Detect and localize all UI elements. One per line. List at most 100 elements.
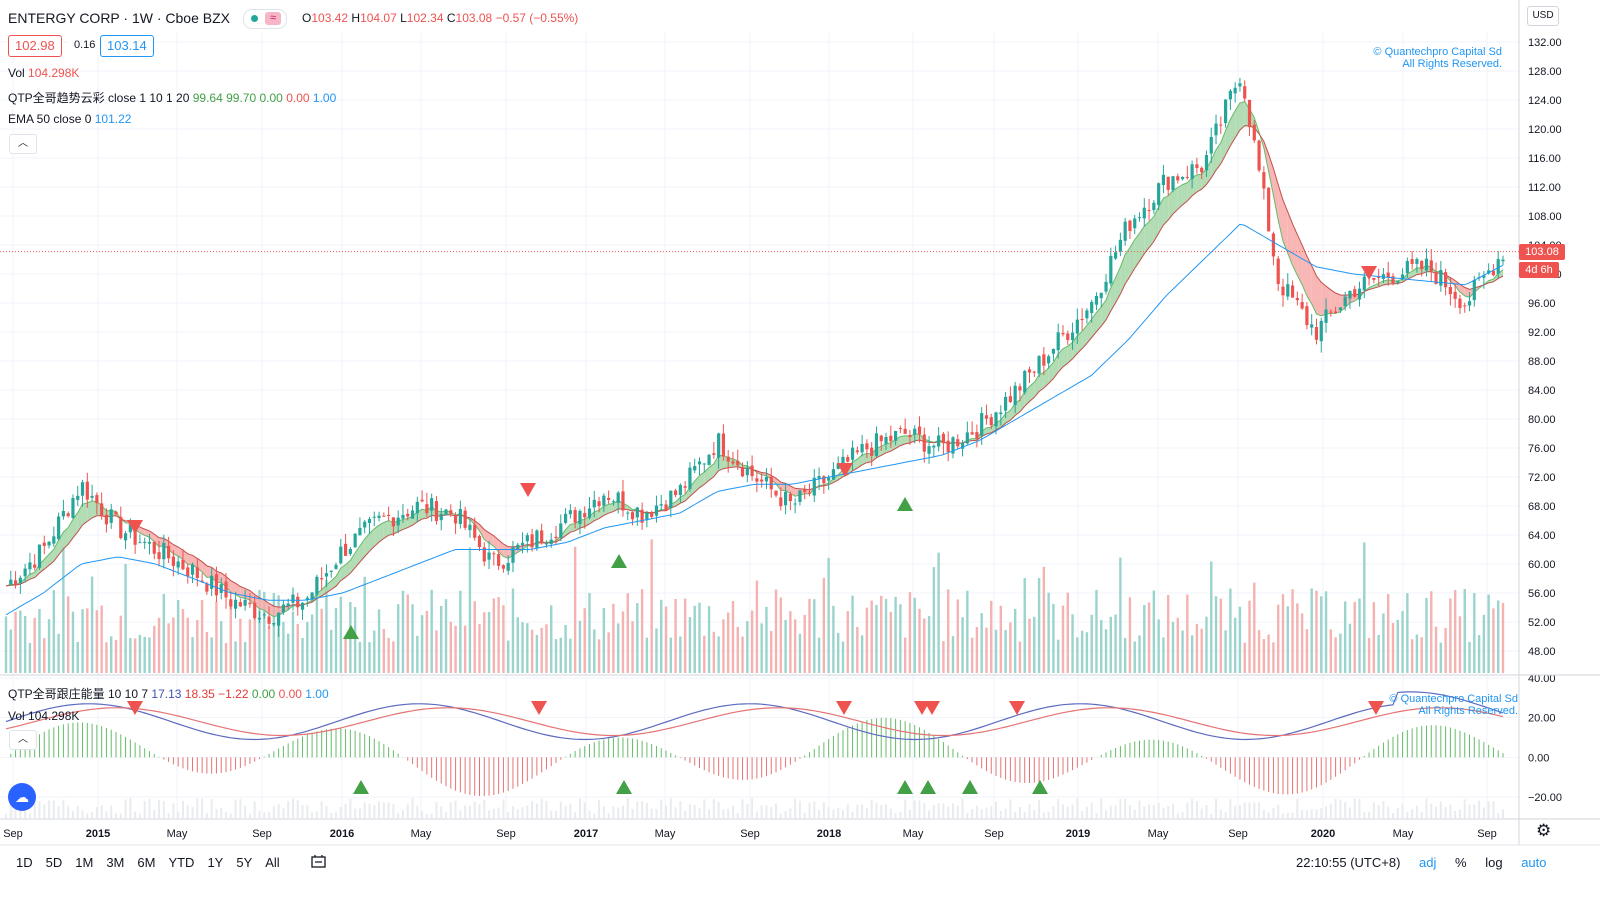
volume-bar: [353, 607, 357, 673]
volume-bar: [1080, 630, 1084, 673]
collapse-osc-legend-button[interactable]: ︿: [9, 730, 37, 750]
collapse-legend-button[interactable]: ︿: [9, 134, 37, 154]
volume-bar: [640, 589, 644, 673]
osc-volume-bar: [1085, 806, 1088, 818]
cloud-segment: [407, 516, 413, 528]
osc-volume-bar: [1444, 806, 1447, 818]
volume-bar: [267, 626, 271, 673]
tradingview-logo-icon[interactable]: ☁: [8, 783, 36, 811]
cloud-segment: [1158, 198, 1164, 234]
date-range-icon[interactable]: [310, 853, 328, 871]
candle-body: [669, 490, 673, 508]
candle-body: [630, 512, 635, 520]
volume-bar: [1061, 605, 1065, 673]
osc-volume-bar: [1325, 806, 1328, 818]
osc-volume-bar: [569, 803, 572, 818]
volume-bar: [1123, 638, 1127, 673]
timeframe-1d[interactable]: 1D: [16, 855, 33, 870]
percent-toggle[interactable]: %: [1455, 855, 1467, 870]
osc-volume-bar: [1143, 806, 1146, 818]
osc-volume-bar: [1171, 803, 1174, 818]
osc-volume-bar: [134, 811, 137, 818]
legend-ema[interactable]: EMA 50 close 0 101.22: [8, 112, 132, 126]
symbol-title[interactable]: ENTERGY CORP · 1W · Cboe BZX: [8, 10, 230, 26]
timeframe-1m[interactable]: 1M: [75, 855, 94, 870]
volume-bar: [444, 599, 448, 673]
cloud-segment: [914, 434, 920, 441]
candle-body: [540, 530, 544, 544]
volume-bar: [1233, 617, 1237, 673]
candle-body: [1219, 124, 1223, 126]
timeframe-6m[interactable]: 6M: [137, 855, 156, 870]
legend-volume[interactable]: Vol 104.298K: [8, 66, 80, 80]
volume-bar: [363, 576, 366, 673]
timeframe-1y[interactable]: 1Y: [207, 855, 224, 870]
candle-body: [1467, 301, 1472, 306]
osc-volume-bar: [913, 800, 916, 818]
candle-body: [1448, 286, 1452, 295]
candle-body: [267, 616, 271, 624]
osc-volume-bar: [225, 812, 228, 818]
volume-bar: [1109, 616, 1113, 673]
volume-bar: [1243, 642, 1246, 673]
volume-bar: [1267, 634, 1270, 673]
ohlc-values: O103.42 H104.07 L102.34 C103.08 −0.57 (−…: [302, 11, 579, 25]
osc-volume-bar: [210, 799, 213, 818]
ask-price[interactable]: 103.14: [100, 35, 154, 57]
candle-body: [296, 596, 300, 608]
candle-body: [353, 533, 357, 548]
cloud-segment: [493, 535, 499, 552]
volume-bar: [526, 623, 529, 673]
candle-body: [697, 461, 702, 465]
candle-body: [635, 507, 639, 518]
candle-body: [965, 432, 969, 444]
volume-bar: [1057, 639, 1060, 673]
legend-qtp-osc[interactable]: QTP全哥跟庄能量 10 10 7 17.13 18.35 −1.22 0.00…: [8, 687, 329, 701]
candle-body: [1047, 356, 1051, 364]
auto-toggle[interactable]: auto: [1521, 855, 1547, 870]
volume-bar: [908, 592, 912, 673]
time-tick: 2019: [1066, 828, 1090, 840]
clock[interactable]: 22:10:55 (UTC+8): [1296, 855, 1401, 870]
legend-qtp-cloud[interactable]: QTP全哥趋势云彩 close 1 10 1 20 99.64 99.70 0.…: [8, 91, 337, 105]
volume-bar: [52, 590, 56, 673]
currency-button[interactable]: USD: [1527, 6, 1559, 26]
candle-body: [1310, 324, 1314, 328]
status-indicators[interactable]: ≈: [243, 9, 287, 29]
volume-bar: [205, 631, 209, 673]
price-tick: 64.00: [1528, 530, 1556, 542]
log-toggle[interactable]: log: [1485, 855, 1503, 870]
volume-bar: [1300, 613, 1304, 673]
osc-volume-bar: [956, 805, 959, 818]
candle-body: [425, 504, 429, 514]
osc-volume-bar: [540, 798, 543, 818]
settings-gear-icon[interactable]: ⚙: [1536, 821, 1552, 840]
osc-volume-bar: [411, 798, 414, 818]
osc-volume-bar: [703, 799, 706, 818]
osc-volume-bar: [1305, 810, 1308, 818]
volume-bar: [478, 624, 481, 673]
timeframe-3m[interactable]: 3M: [106, 855, 125, 870]
adj-toggle[interactable]: adj: [1419, 855, 1437, 870]
candle-body: [831, 469, 836, 480]
candle-body: [324, 573, 329, 577]
timeframe-ytd[interactable]: YTD: [168, 855, 195, 870]
cloud-segment: [369, 528, 375, 552]
timeframe-5d[interactable]: 5D: [45, 855, 63, 870]
osc-volume-bar: [798, 800, 801, 818]
candle-body: [683, 486, 687, 488]
osc-volume-bar: [636, 801, 639, 818]
volume-bar: [33, 617, 36, 673]
candle-body: [941, 433, 946, 444]
timeframe-all[interactable]: All: [265, 855, 280, 870]
timeframe-5y[interactable]: 5Y: [236, 855, 253, 870]
osc-volume-bar: [502, 799, 505, 818]
time-tick: 2020: [1311, 828, 1335, 840]
volume-bar: [1315, 590, 1318, 673]
candle-body: [544, 543, 549, 545]
cloud-segment: [331, 576, 337, 590]
bid-price[interactable]: 102.98: [8, 35, 62, 57]
legend-volume-2[interactable]: Vol 104.298K: [8, 709, 80, 723]
volume-bar: [1090, 614, 1093, 673]
